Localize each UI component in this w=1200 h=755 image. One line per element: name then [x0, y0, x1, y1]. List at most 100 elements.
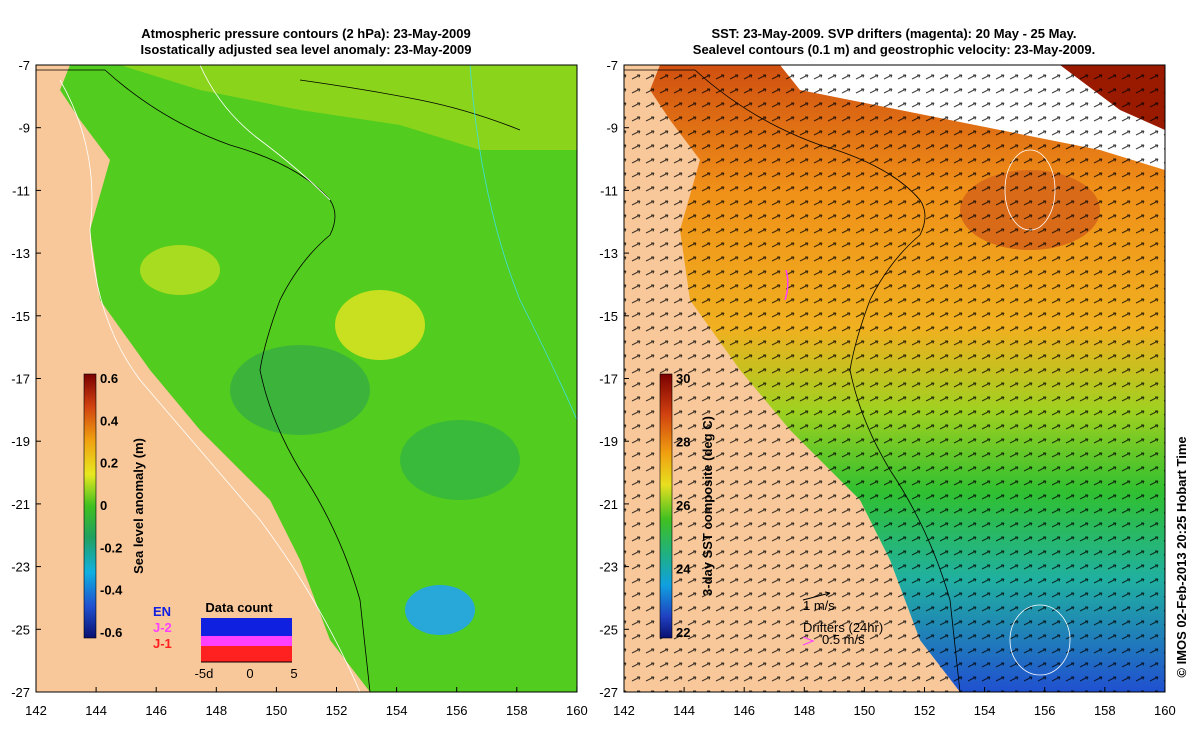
left-x-tick-label: 146 — [145, 703, 167, 718]
data-count-axis-tick: -5d — [195, 666, 214, 681]
sst-map — [624, 65, 1165, 692]
right-y-tick-label: -25 — [599, 622, 618, 637]
velocity-scale-label: 1 m/s — [803, 598, 835, 613]
data-count-legend-item: EN — [153, 604, 171, 619]
sla-colorbar: 0.6 0.4 0.2 0 -0.2 -0.4 -0.6 Sea level anomaly… — [83, 371, 146, 640]
left-y-tick-label: -13 — [11, 246, 30, 261]
right-y-axis-ticks: -7 -9 -11 -13 -15 -17 -19 -21 -23 -25 -27 — [599, 58, 629, 700]
sla-high-anomaly — [335, 290, 425, 360]
sla-low-anomaly-2 — [400, 420, 520, 500]
right-x-tick-label: 150 — [854, 703, 876, 718]
left-title-line2: Isostatically adjusted sea level anomaly… — [141, 42, 472, 57]
sla-low-anomaly — [230, 345, 370, 435]
sst-colorbar-tick: 26 — [676, 498, 690, 513]
sst-colorbar-scale — [659, 373, 673, 639]
sst-colorbar-tick: 24 — [676, 562, 691, 577]
data-count-legend-item: J-1 — [153, 636, 172, 651]
right-panel: SST: 23-May-2009. SVP drifters (magenta)… — [599, 26, 1176, 718]
right-x-tick-label: 154 — [974, 703, 996, 718]
sla-colorbar-tick: 0.6 — [100, 371, 118, 386]
sst-colorbar-ticks: 30 28 26 24 22 — [676, 371, 691, 640]
right-x-tick-label: 144 — [673, 703, 695, 718]
data-count-axis-ticks: -5d 0 5 — [195, 666, 298, 681]
coastline — [36, 69, 371, 692]
drifter-legend-arrow — [802, 636, 815, 646]
right-x-tick-label: 158 — [1094, 703, 1116, 718]
sla-colorbar-tick: 0.4 — [100, 413, 119, 428]
left-y-tick-label: -17 — [11, 372, 30, 387]
pressure-contour — [59, 79, 361, 692]
right-y-tick-label: -11 — [600, 183, 618, 198]
right-x-tick-label: 156 — [1034, 703, 1056, 718]
left-x-tick-label: 156 — [446, 703, 468, 718]
sst-colorbar-tick: 30 — [676, 371, 690, 386]
right-x-tick-label: 160 — [1154, 703, 1176, 718]
right-y-tick-label: -17 — [599, 372, 618, 387]
left-panel: Atmospheric pressure contours (2 hPa): 2… — [11, 26, 588, 718]
left-x-tick-label: 158 — [506, 703, 528, 718]
sla-colorbar-tick: -0.4 — [100, 583, 123, 598]
right-x-tick-label: 148 — [793, 703, 815, 718]
left-y-tick-label: -19 — [11, 434, 30, 449]
left-x-tick-label: 160 — [566, 703, 588, 718]
right-y-tick-label: -23 — [599, 560, 618, 575]
right-y-tick-label: -15 — [599, 309, 618, 324]
right-y-tick-label: -7 — [606, 58, 618, 73]
right-x-axis-ticks: 142 144 146 148 150 152 154 156 158 160 — [613, 687, 1176, 718]
right-x-tick-label: 146 — [733, 703, 755, 718]
sst-colorbar-tick: 28 — [676, 435, 690, 450]
left-title-line1: Atmospheric pressure contours (2 hPa): 2… — [141, 26, 470, 41]
left-y-tick-label: -7 — [18, 58, 30, 73]
right-y-tick-label: -19 — [599, 434, 618, 449]
left-y-tick-label: -9 — [18, 121, 30, 136]
left-y-tick-label: -15 — [11, 309, 30, 324]
sla-anomaly-north — [120, 65, 577, 150]
data-count-legend: ENJ-2J-1 — [153, 604, 172, 651]
left-y-tick-label: -25 — [11, 622, 30, 637]
left-x-tick-label: 152 — [326, 703, 348, 718]
right-x-tick-label: 152 — [914, 703, 936, 718]
drifter-legend-scale: 0.5 m/s — [822, 632, 865, 647]
sla-colorbar-tick: -0.2 — [100, 540, 122, 555]
island-outline — [299, 79, 521, 131]
right-y-tick-label: -27 — [599, 685, 618, 700]
left-x-tick-label: 154 — [386, 703, 408, 718]
sla-colorbar-ticks: 0.6 0.4 0.2 0 -0.2 -0.4 -0.6 — [100, 371, 123, 640]
data-count-bars — [201, 618, 292, 663]
data-count-axis-tick: 0 — [246, 666, 253, 681]
right-title-line2: Sealevel contours (0.1 m) and geostrophi… — [693, 42, 1095, 57]
drifter-track — [784, 269, 789, 301]
left-x-tick-label: 148 — [205, 703, 227, 718]
velocity-scale: 1 m/s Drifters (24hr) 0.5 m/s — [802, 591, 883, 647]
sealevel-contour — [1004, 149, 1056, 231]
sst-colorbar-label: 3-day SST composite (deg C) — [700, 416, 715, 596]
sla-colorbar-scale — [83, 373, 97, 639]
sla-map — [36, 65, 577, 692]
left-y-tick-label: -23 — [11, 560, 30, 575]
left-x-tick-label: 142 — [25, 703, 47, 718]
j2-bars — [201, 636, 292, 646]
credit-text: © IMOS 02-Feb-2013 20:25 Hobart Time — [1174, 436, 1189, 677]
left-x-tick-label: 150 — [266, 703, 288, 718]
j1-bars — [201, 646, 292, 662]
coastline — [624, 69, 961, 692]
sst-colorbar-tick: 22 — [676, 625, 690, 640]
left-y-tick-label: -27 — [11, 685, 30, 700]
right-title-line1: SST: 23-May-2009. SVP drifters (magenta)… — [711, 26, 1076, 41]
data-count-axis-tick: 5 — [290, 666, 297, 681]
sla-colorbar-tick: -0.6 — [100, 625, 122, 640]
pressure-contour-cyan — [469, 65, 577, 421]
left-x-tick-label: 144 — [85, 703, 107, 718]
sla-colorbar-label: Sea level anomaly (m) — [131, 438, 146, 574]
sla-low-anomaly-south — [405, 585, 475, 635]
sealevel-contour-2 — [1009, 604, 1071, 676]
sla-anomaly-patch — [140, 245, 220, 295]
sla-colorbar-tick: 0.2 — [100, 456, 118, 471]
data-count-inset: Data count ENJ-2J-1 -5d 0 5 — [153, 600, 298, 681]
right-y-tick-label: -21 — [599, 497, 618, 512]
right-y-tick-label: -9 — [606, 121, 618, 136]
velocity-scale-arrow — [802, 591, 831, 601]
sst-colorbar: 30 28 26 24 22 3-day SST composite (deg C) — [659, 371, 715, 640]
drifter-legend-title: Drifters (24hr) — [803, 620, 883, 635]
